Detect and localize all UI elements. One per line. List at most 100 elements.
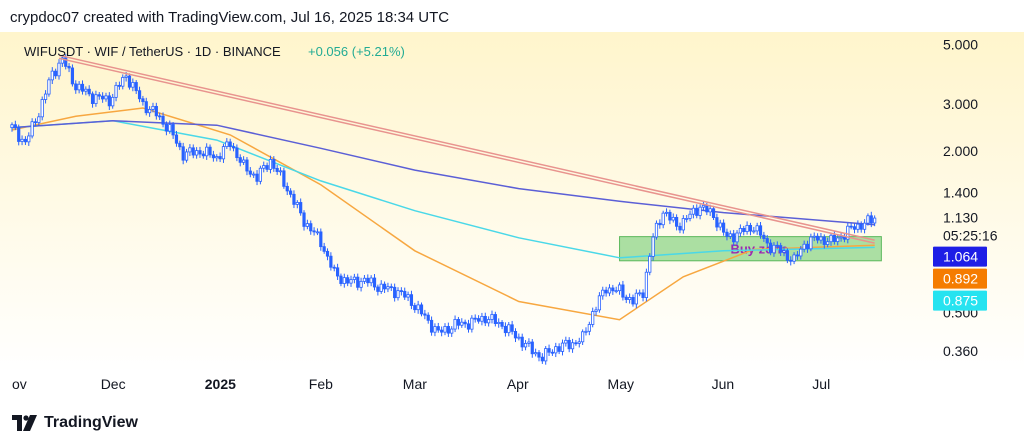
candle-body	[651, 236, 655, 257]
candle-body	[446, 326, 450, 334]
candle-body	[211, 154, 215, 159]
candle-body	[550, 351, 555, 354]
candle-body	[648, 256, 652, 273]
candle-body	[154, 105, 158, 117]
candle-body	[285, 185, 289, 192]
candle-body	[282, 170, 286, 187]
candle-body	[255, 173, 259, 182]
y-axis-tick-label: 2.000	[943, 143, 978, 159]
candle-body	[705, 204, 709, 213]
candle-body	[537, 352, 541, 358]
candle-body	[265, 165, 269, 170]
price-badge-2	[933, 268, 987, 289]
candle-body	[658, 222, 662, 226]
candle-body	[614, 290, 618, 293]
candle-body	[369, 277, 373, 284]
candle-body	[74, 83, 78, 91]
candle-body	[869, 215, 873, 224]
candle-body	[413, 305, 417, 311]
candle-body	[470, 317, 474, 330]
tradingview-logo-icon	[12, 415, 37, 431]
candle-body	[701, 204, 706, 208]
candle-body	[711, 208, 716, 218]
candle-body	[463, 321, 467, 325]
candle-body	[231, 146, 236, 149]
candle-body	[288, 190, 293, 195]
price-badge-text-2: 0.892	[943, 271, 978, 287]
candle-body	[604, 289, 608, 294]
candle-body	[97, 94, 101, 97]
candle-body	[795, 254, 800, 257]
candle-body	[849, 225, 853, 228]
candle-body	[453, 319, 457, 330]
candle-body	[641, 292, 645, 298]
candle-body	[429, 319, 434, 333]
candle-body	[735, 232, 739, 243]
change-label: +0.056 (+5.21%)	[308, 44, 405, 59]
candle-body	[456, 319, 461, 326]
candle-body	[644, 271, 649, 298]
candle-body	[144, 101, 148, 114]
candle-body	[111, 96, 115, 107]
candle-body	[248, 170, 252, 175]
candle-body	[399, 290, 403, 293]
candle-body	[225, 141, 229, 147]
candle-body	[325, 250, 330, 257]
x-axis-tick-label: Feb	[309, 376, 333, 392]
candle-body	[352, 276, 356, 280]
candle-body	[671, 216, 675, 221]
candle-body	[201, 153, 205, 157]
candle-body	[60, 57, 64, 64]
candle-body	[332, 266, 336, 269]
candle-body	[782, 250, 786, 253]
candle-body	[198, 150, 202, 155]
price-chart[interactable]: Buy zone 5.0003.0002.0001.4000.5000.360o…	[0, 32, 1024, 404]
candle-body	[664, 211, 669, 214]
candle-body	[862, 222, 867, 230]
candle-body	[228, 141, 232, 147]
candle-body	[423, 313, 427, 316]
candle-body	[873, 217, 877, 224]
price-badge-1	[933, 246, 987, 267]
x-axis-tick-label: ov	[12, 376, 27, 392]
candle-body	[80, 83, 85, 92]
candle-body	[799, 248, 803, 257]
candle-body	[10, 124, 14, 128]
tradingview-logo[interactable]: TradingView	[12, 414, 138, 432]
candle-body	[174, 134, 179, 144]
candle-body	[40, 99, 44, 118]
candle-body	[299, 202, 303, 214]
candle-body	[33, 121, 38, 124]
candle-body	[574, 342, 578, 345]
candle-body	[94, 94, 98, 104]
candle-body	[346, 277, 350, 284]
candle-body	[137, 90, 142, 100]
candle-body	[527, 341, 531, 344]
tradingview-brand-text: TradingView	[44, 414, 138, 431]
candle-body	[570, 342, 575, 350]
candle-body	[389, 286, 393, 289]
candle-body	[460, 321, 464, 326]
candle-body	[47, 79, 51, 95]
candle-body	[685, 218, 689, 220]
candle-body	[523, 342, 528, 348]
candle-body	[362, 277, 367, 282]
candle-body	[393, 286, 397, 299]
candle-body	[161, 115, 165, 125]
candle-body	[812, 235, 816, 238]
candle-body	[638, 292, 642, 295]
candle-body	[17, 126, 21, 142]
candle-body	[483, 315, 487, 324]
ma-line-3	[11, 119, 875, 226]
candle-body	[732, 233, 736, 243]
candle-body	[127, 75, 132, 88]
candle-body	[305, 223, 309, 227]
candle-body	[275, 167, 279, 172]
candle-body	[309, 223, 313, 232]
candle-body	[188, 147, 192, 153]
candle-body	[406, 294, 410, 298]
candle-body	[611, 287, 615, 292]
candle-body	[839, 236, 843, 239]
countdown-label: 05:25:16	[943, 228, 998, 244]
candle-body	[178, 142, 182, 148]
